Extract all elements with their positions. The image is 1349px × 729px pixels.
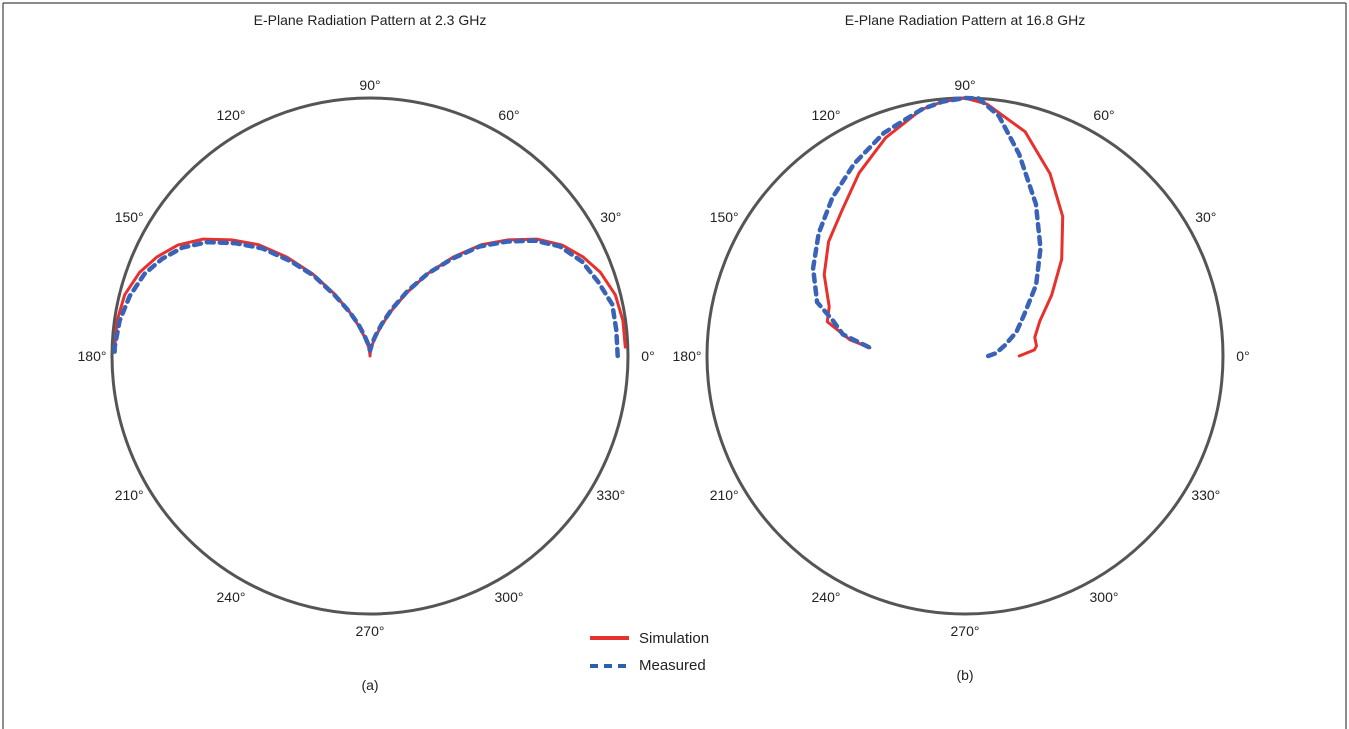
angle-tick-label: 150° [710,209,739,225]
angle-tick-labels: 0° 30° 60° 90° 120° 150° 180° 210° 240° 270° 300° 3… [673,77,1250,639]
angle-tick-label: 300° [1090,589,1119,605]
angle-tick-label: 210° [115,487,144,503]
series-lines [810,95,1065,359]
angle-tick-label: 270° [951,623,980,639]
angle-tick-label: 270° [356,623,385,639]
chart-title: E-Plane Radiation Pattern at 16.8 GHz [845,12,1085,28]
angle-tick-label: 30° [1195,209,1216,225]
angle-tick-label: 240° [217,589,246,605]
angle-tick-label: 90° [359,77,380,93]
series-line-measured [112,238,620,359]
legend-label-simulation: Simulation [639,630,709,647]
angle-tick-label: 210° [710,487,739,503]
angle-tick-label: 240° [812,589,841,605]
angle-tick-labels: 0° 30° 60° 90° 120° 150° 180° 210° 240° 270° 300° 3… [78,77,655,639]
chart-title: E-Plane Radiation Pattern at 2.3 GHz [254,12,487,28]
angle-tick-label: 60° [1093,107,1114,123]
series-lines [112,237,627,359]
angle-tick-label: 90° [954,77,975,93]
angle-tick-label: 300° [495,589,524,605]
angle-tick-label: 0° [1236,348,1249,364]
legend: Simulation Measured [590,630,709,674]
polar-chart-a: E-Plane Radiation Pattern at 2.3 GHz 0° 3… [78,12,655,693]
legend-label-measured: Measured [639,657,706,674]
angle-tick-label: 150° [115,209,144,225]
series-line-simulation [113,237,627,358]
polar-outer-ring [110,96,630,616]
chart-caption: (a) [361,677,378,693]
series-line-simulation [822,96,1065,358]
angle-tick-label: 60° [498,107,519,123]
angle-tick-label: 330° [1191,487,1220,503]
polar-outer-ring [705,96,1225,616]
angle-tick-label: 120° [812,107,841,123]
series-line-measured [810,95,1043,359]
angle-tick-label: 180° [673,348,702,364]
angle-tick-label: 330° [596,487,625,503]
polar-chart-b: E-Plane Radiation Pattern at 16.8 GHz 0°… [673,12,1250,683]
chart-caption: (b) [956,667,973,683]
angle-tick-label: 0° [641,348,654,364]
angle-tick-label: 30° [600,209,621,225]
angle-tick-label: 120° [217,107,246,123]
angle-tick-label: 180° [78,348,107,364]
